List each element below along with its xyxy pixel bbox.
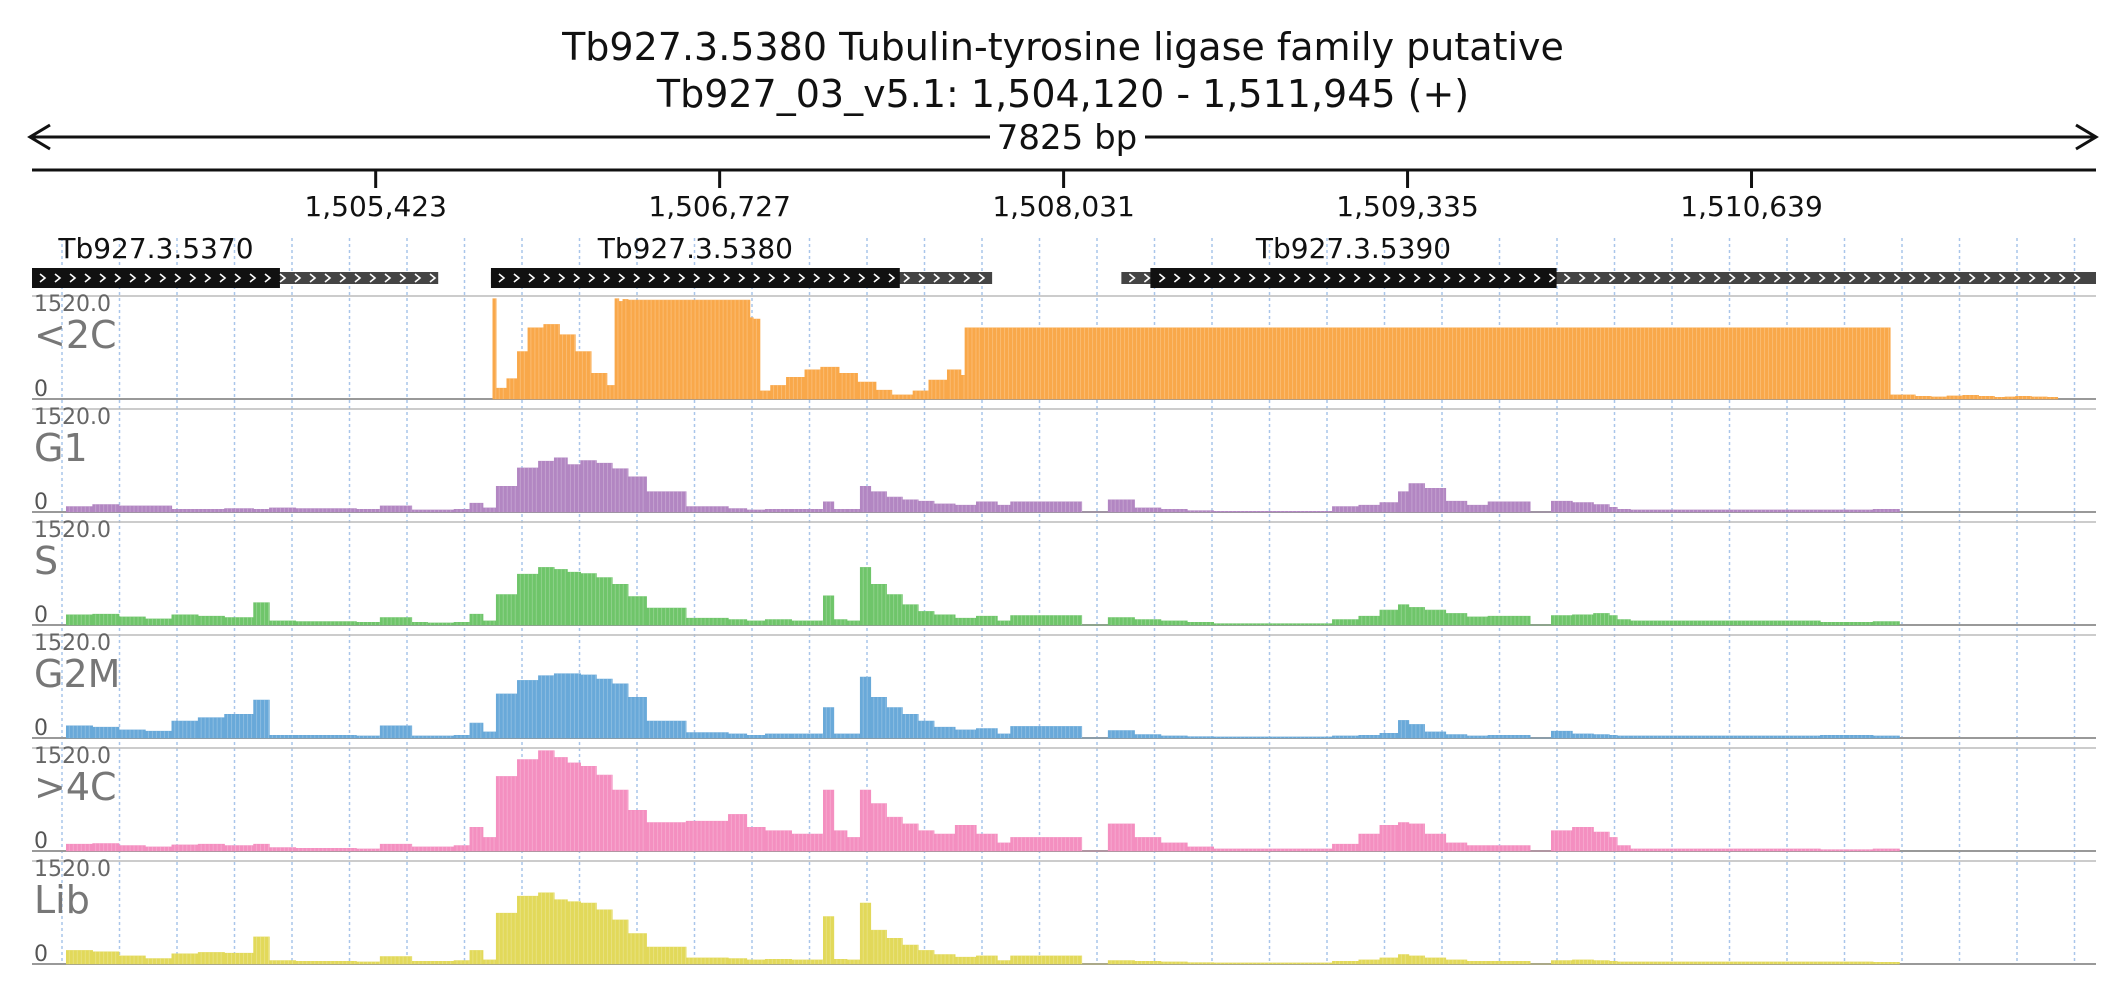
coverage-track: 1520.0 0 S bbox=[32, 518, 2096, 628]
track-name: >4C bbox=[34, 765, 117, 809]
track-name: G2M bbox=[34, 652, 120, 696]
track-ymin-label: 0 bbox=[34, 603, 48, 628]
track-name: G1 bbox=[34, 426, 88, 470]
gene-cds-bar bbox=[490, 268, 900, 288]
tick-label: 1,505,423 bbox=[304, 190, 447, 223]
coverage-track: 1520.0 0 <2C bbox=[32, 292, 2096, 402]
tick-label: 1,510,639 bbox=[1680, 190, 1823, 223]
coverage-track: 1520.0 0 >4C bbox=[32, 744, 2096, 854]
track-ymax-label: 1520.0 bbox=[34, 631, 111, 656]
strand-arrows-icon bbox=[498, 273, 986, 283]
track-ymin-label: 0 bbox=[34, 829, 48, 854]
right-arrowhead-icon bbox=[2075, 123, 2099, 151]
coverage-track: 1520.0 0 Lib bbox=[32, 857, 2096, 967]
track-ymax-label: 1520.0 bbox=[34, 292, 111, 317]
gene-label: Tb927.3.5380 bbox=[597, 232, 793, 265]
coverage-track: 1520.0 0 G1 bbox=[32, 405, 2096, 515]
coverage-area bbox=[65, 457, 1900, 513]
coverage-track: 1520.0 0 G2M bbox=[32, 631, 2096, 741]
left-arrowhead-icon bbox=[27, 123, 51, 151]
tick-label: 1,506,727 bbox=[648, 190, 791, 223]
track-ymax-label: 1520.0 bbox=[34, 744, 111, 769]
strand-arrows-icon bbox=[1128, 273, 2081, 283]
gene-cds-bar bbox=[32, 268, 280, 288]
coverage-area bbox=[65, 892, 1900, 965]
coverage-area bbox=[65, 567, 1900, 626]
gene-label: Tb927.3.5390 bbox=[1255, 232, 1451, 265]
track-ymax-label: 1520.0 bbox=[34, 857, 111, 882]
coverage-area bbox=[492, 298, 2059, 400]
track-ymax-label: 1520.0 bbox=[34, 518, 111, 543]
track-name: S bbox=[34, 539, 58, 583]
length-label: 7825 bp bbox=[997, 118, 1138, 158]
track-ymin-label: 0 bbox=[34, 942, 48, 967]
gene-model[interactable]: Tb927.3.5380 bbox=[490, 232, 993, 288]
coverage-area bbox=[65, 750, 1900, 852]
gene-track: Tb927.3.5370 Tb927.3.5380 Tb927.3.5390 bbox=[32, 232, 2096, 288]
tick-label: 1,508,031 bbox=[992, 190, 1135, 223]
track-ymax-label: 1520.0 bbox=[34, 405, 111, 430]
figure-title: Tb927.3.5380 Tubulin-tyrosine ligase fam… bbox=[561, 25, 1564, 69]
region-subtitle: Tb927_03_v5.1: 1,504,120 - 1,511,945 (+) bbox=[656, 72, 1469, 116]
length-ruler: 7825 bp bbox=[27, 118, 2099, 158]
track-ymin-label: 0 bbox=[34, 490, 48, 515]
strand-arrows-icon bbox=[39, 273, 437, 283]
gene-model[interactable]: Tb927.3.5370 bbox=[32, 232, 439, 288]
track-name: Lib bbox=[34, 878, 90, 922]
track-name: <2C bbox=[34, 313, 117, 357]
track-ymin-label: 0 bbox=[34, 716, 48, 741]
track-ymin-label: 0 bbox=[34, 377, 48, 402]
coverage-tracks: 1520.00<2C1520.00G11520.00S1520.00G2M152… bbox=[32, 292, 2096, 967]
coordinate-ticks: 1,505,423 1,506,727 1,508,031 1,509,335 1,51… bbox=[304, 170, 1823, 223]
tick-label: 1,509,335 bbox=[1336, 190, 1479, 223]
gene-model[interactable]: Tb927.3.5390 bbox=[1121, 232, 2096, 288]
gene-cds-bar bbox=[1150, 268, 1557, 288]
gene-label: Tb927.3.5370 bbox=[57, 232, 253, 265]
coverage-area bbox=[65, 673, 1900, 739]
